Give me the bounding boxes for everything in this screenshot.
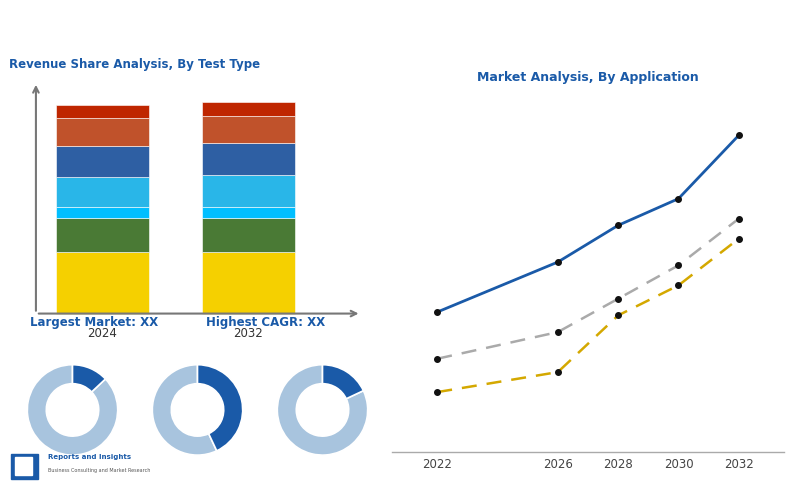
Wedge shape bbox=[322, 365, 363, 399]
Wedge shape bbox=[73, 365, 106, 392]
FancyBboxPatch shape bbox=[11, 453, 38, 479]
Text: Revenue Share Analysis, By Test Type: Revenue Share Analysis, By Test Type bbox=[9, 58, 260, 71]
Bar bbox=[56, 252, 149, 314]
Bar bbox=[56, 177, 149, 207]
Title: Market Analysis, By Application: Market Analysis, By Application bbox=[477, 71, 699, 84]
Text: Business Consulting and Market Research: Business Consulting and Market Research bbox=[48, 468, 150, 473]
Text: Largest Market: XX: Largest Market: XX bbox=[30, 316, 158, 329]
Bar bbox=[56, 218, 149, 252]
Bar bbox=[56, 105, 149, 118]
Bar bbox=[202, 175, 295, 207]
Bar bbox=[202, 143, 295, 175]
FancyBboxPatch shape bbox=[14, 457, 32, 475]
Bar bbox=[202, 102, 295, 116]
Bar bbox=[202, 218, 295, 252]
Bar bbox=[56, 207, 149, 218]
Bar bbox=[202, 252, 295, 314]
Wedge shape bbox=[152, 365, 217, 455]
Wedge shape bbox=[27, 365, 118, 455]
Text: GLOBAL LEGIONELLA TESTING MARKET SEGMENT ANALYSIS: GLOBAL LEGIONELLA TESTING MARKET SEGMENT… bbox=[14, 23, 506, 38]
Text: 2024: 2024 bbox=[87, 327, 118, 340]
Text: Reports and Insights: Reports and Insights bbox=[48, 454, 131, 460]
Bar bbox=[56, 118, 149, 146]
Bar bbox=[56, 146, 149, 177]
Wedge shape bbox=[198, 365, 242, 451]
Text: Highest CAGR: XX: Highest CAGR: XX bbox=[206, 316, 326, 329]
Wedge shape bbox=[278, 365, 368, 455]
Bar bbox=[202, 207, 295, 218]
Text: 2032: 2032 bbox=[234, 327, 263, 340]
Bar bbox=[202, 116, 295, 143]
